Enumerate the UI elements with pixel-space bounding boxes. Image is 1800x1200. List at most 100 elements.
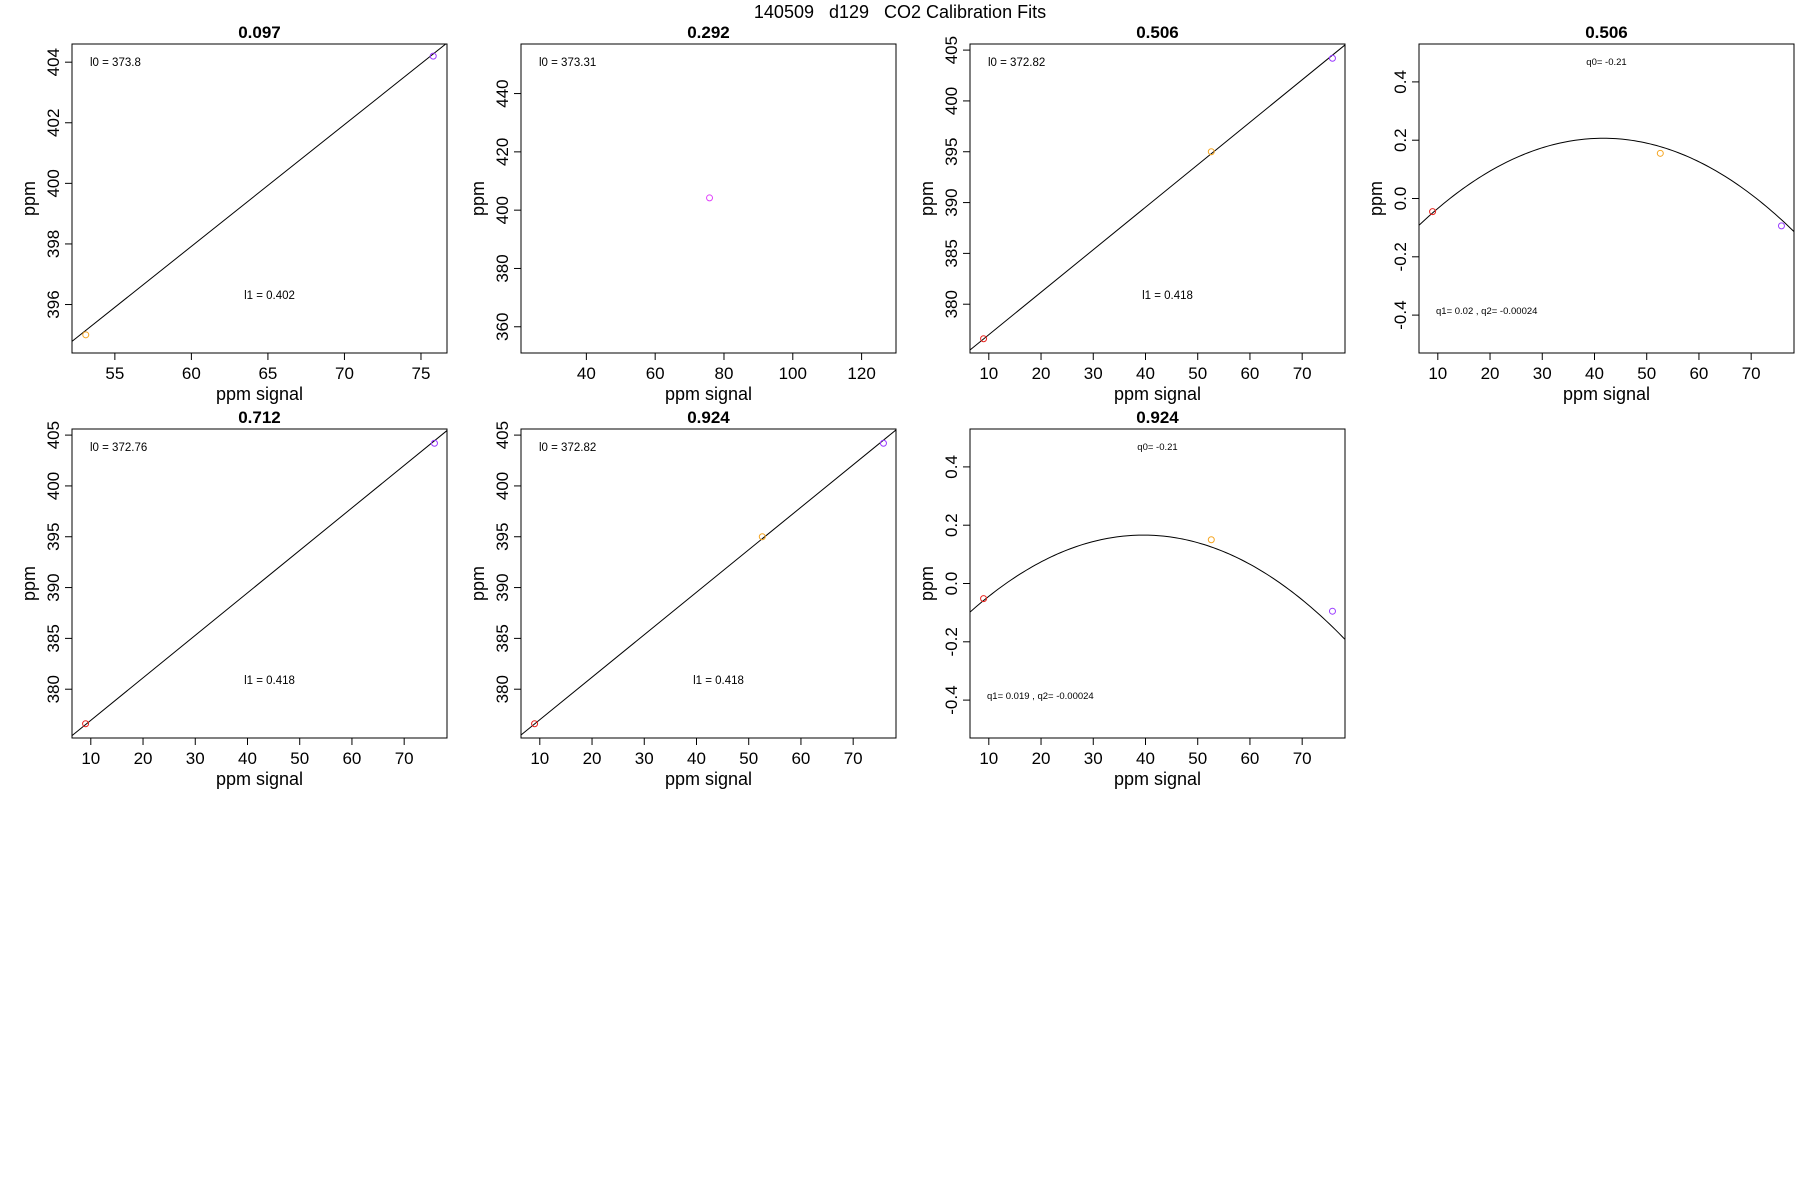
chart-panel-4: 0.506 10 20 30 40 50 60 70 -0.4 -0.2 0.0 0.2 0.4 ppm …: [1366, 20, 1800, 404]
x-tick-label: 40: [1136, 749, 1155, 768]
data-point: [706, 194, 714, 202]
y-tick-label: 385: [44, 624, 63, 652]
plot-frame: [71, 43, 448, 354]
y-tick-label: 380: [493, 675, 512, 703]
y-tick-label: 380: [44, 675, 63, 703]
data-point: [980, 595, 988, 603]
x-tick-label: 50: [1637, 364, 1656, 383]
y-tick-label: 395: [942, 138, 961, 166]
y-tick-label: 400: [44, 472, 63, 500]
y-tick-label: -0.4: [942, 685, 961, 714]
x-axis-label: ppm signal: [665, 769, 752, 789]
x-axis-label: ppm signal: [216, 769, 303, 789]
fit-curve: [970, 534, 1345, 640]
x-tick-label: 50: [1188, 364, 1207, 383]
data-point: [879, 439, 887, 447]
y-tick-label: 380: [942, 290, 961, 318]
y-tick-label: 400: [493, 196, 512, 224]
y-tick-label: 420: [493, 138, 512, 166]
x-tick-label: 30: [186, 749, 205, 768]
data-point: [1328, 607, 1336, 615]
y-tick-label: 0.4: [1391, 70, 1410, 94]
chart-plot-2: 0.292 40 60 80 100 120 360 380 400 420 440 ppm sign…: [468, 23, 897, 404]
y-tick-label: 0.2: [942, 513, 961, 537]
fit-curve: [1419, 137, 1794, 232]
y-tick-label: 390: [493, 573, 512, 601]
y-tick-label: 0.0: [942, 572, 961, 596]
x-tick-label: 10: [979, 364, 998, 383]
x-tick-label: 40: [1136, 364, 1155, 383]
y-tick-label: 390: [44, 573, 63, 601]
x-tick-label: 60: [791, 749, 810, 768]
y-tick-label: 396: [44, 290, 63, 318]
y-tick-label: 385: [942, 239, 961, 267]
annotation-l0: l0 = 373.31: [539, 57, 596, 69]
y-tick-label: 0.4: [942, 455, 961, 479]
annotation-l0: l0 = 372.82: [988, 57, 1045, 69]
fit-line: [521, 429, 896, 736]
x-axis-label: ppm signal: [665, 384, 752, 404]
fit-line: [72, 430, 447, 736]
y-tick-label: 400: [44, 169, 63, 197]
y-tick-label: 400: [493, 472, 512, 500]
x-tick-label: 65: [258, 364, 277, 383]
chart-panel-1: 0.097 55 60 65 70 75 396 398 400 402 404 ppm signal…: [19, 20, 470, 404]
y-axis-label: ppm: [917, 181, 937, 216]
chart-panel-2: 0.292 40 60 80 100 120 360 380 400 420 440 ppm sign…: [468, 20, 919, 404]
x-tick-label: 20: [134, 749, 153, 768]
data-point: [1207, 536, 1215, 544]
x-tick-label: 30: [635, 749, 654, 768]
chart-panel-3: 0.506 10 20 30 40 50 60 70 380 385 390 395 400 405 ppm…: [917, 20, 1368, 404]
annotation-l0: l0 = 373.8: [90, 57, 141, 69]
data-point: [758, 533, 766, 541]
data-point: [980, 335, 988, 343]
y-tick-label: 405: [44, 421, 63, 449]
x-tick-label: 20: [1032, 749, 1051, 768]
x-tick-label: 60: [1689, 364, 1708, 383]
figure-title: 140509 d129 CO2 Calibration Fits: [753, 2, 1047, 22]
x-tick-label: 10: [81, 749, 100, 768]
x-tick-label: 50: [290, 749, 309, 768]
y-tick-label: 380: [493, 254, 512, 282]
annotation-l1: l1 = 0.418: [244, 675, 295, 687]
y-tick-label: 0.2: [1391, 128, 1410, 152]
annotation-q1-q2: q1= 0.019 , q2= -0.00024: [987, 691, 1094, 702]
annotation-l1: l1 = 0.418: [693, 675, 744, 687]
x-tick-label: 60: [342, 749, 361, 768]
y-axis-label: ppm: [468, 566, 488, 601]
x-tick-label: 40: [238, 749, 257, 768]
chart-panel-5: 0.712 10 20 30 40 50 60 70 380 385 390 395 400 405 ppm…: [19, 405, 470, 789]
data-point: [82, 331, 90, 339]
data-point: [82, 720, 90, 728]
x-tick-label: 30: [1084, 364, 1103, 383]
data-point: [1207, 148, 1215, 156]
annotation-q0: q0= -0.21: [1137, 442, 1177, 453]
y-axis-label: ppm: [19, 566, 39, 601]
plot-frame: [520, 43, 897, 354]
x-tick-label: 55: [105, 364, 124, 383]
x-tick-label: 60: [646, 364, 665, 383]
y-tick-label: 440: [493, 79, 512, 107]
x-tick-label: 70: [844, 749, 863, 768]
fit-line: [970, 44, 1345, 351]
x-axis-label: ppm signal: [1563, 384, 1650, 404]
x-tick-label: 70: [1293, 749, 1312, 768]
x-tick-label: 70: [1293, 364, 1312, 383]
x-tick-label: 40: [577, 364, 596, 383]
y-tick-label: 385: [493, 624, 512, 652]
x-tick-label: 60: [1240, 749, 1259, 768]
x-tick-label: 70: [395, 749, 414, 768]
x-tick-label: 75: [412, 364, 431, 383]
x-tick-label: 40: [687, 749, 706, 768]
x-axis-label: ppm signal: [1114, 384, 1201, 404]
y-tick-label: 404: [44, 48, 63, 76]
y-tick-label: 360: [493, 313, 512, 341]
x-tick-label: 100: [779, 364, 807, 383]
annotation-l1: l1 = 0.402: [244, 290, 295, 302]
annotation-q0: q0= -0.21: [1586, 57, 1626, 68]
y-tick-label: 395: [44, 523, 63, 551]
x-tick-label: 60: [1240, 364, 1259, 383]
chart-title: 0.506: [1136, 23, 1179, 42]
annotation-l0: l0 = 372.82: [539, 442, 596, 454]
y-axis-label: ppm: [468, 181, 488, 216]
